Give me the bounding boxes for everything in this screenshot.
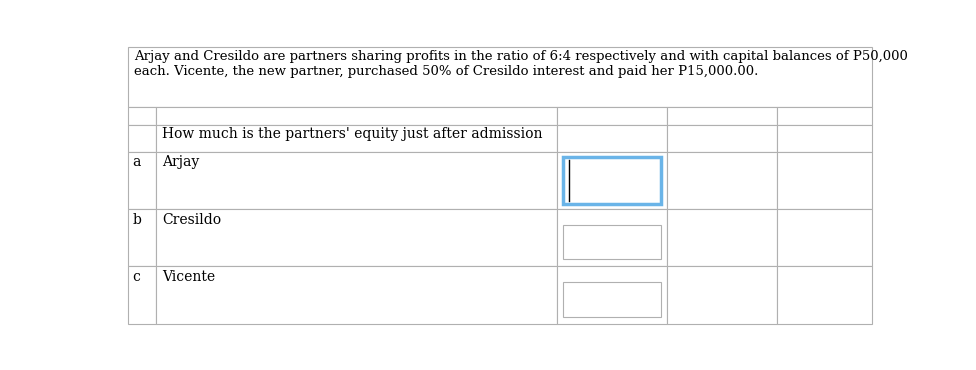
Bar bbox=[556, 125, 667, 152]
Text: b: b bbox=[133, 213, 142, 226]
Bar bbox=[667, 266, 777, 324]
Bar bbox=[556, 209, 667, 266]
Bar bbox=[556, 107, 667, 125]
Text: Cresildo: Cresildo bbox=[162, 213, 222, 226]
Text: Arjay and Cresildo are partners sharing profits in the ratio of 6:4 respectively: Arjay and Cresildo are partners sharing … bbox=[134, 50, 908, 78]
Bar bbox=[128, 209, 156, 266]
Text: Vicente: Vicente bbox=[162, 270, 216, 284]
Bar bbox=[777, 209, 873, 266]
Text: c: c bbox=[133, 270, 141, 284]
Bar bbox=[128, 152, 156, 209]
Bar bbox=[777, 152, 873, 209]
Bar bbox=[667, 125, 777, 152]
Bar bbox=[156, 209, 556, 266]
Text: a: a bbox=[133, 155, 141, 169]
Bar bbox=[563, 282, 661, 317]
Bar bbox=[777, 125, 873, 152]
Bar bbox=[667, 209, 777, 266]
Bar bbox=[156, 107, 556, 125]
Bar bbox=[156, 125, 556, 152]
Bar bbox=[667, 152, 777, 209]
Bar bbox=[156, 152, 556, 209]
Text: Arjay: Arjay bbox=[162, 155, 200, 169]
Bar bbox=[128, 47, 873, 107]
Bar bbox=[563, 225, 661, 259]
Bar bbox=[667, 107, 777, 125]
Bar bbox=[156, 266, 556, 324]
Bar bbox=[128, 266, 156, 324]
Bar bbox=[563, 157, 661, 204]
Bar bbox=[556, 266, 667, 324]
Text: How much is the partners' equity just after admission: How much is the partners' equity just af… bbox=[162, 127, 543, 141]
Bar bbox=[556, 152, 667, 209]
Bar bbox=[777, 107, 873, 125]
Bar bbox=[128, 107, 156, 125]
Bar bbox=[777, 266, 873, 324]
Bar bbox=[128, 125, 156, 152]
